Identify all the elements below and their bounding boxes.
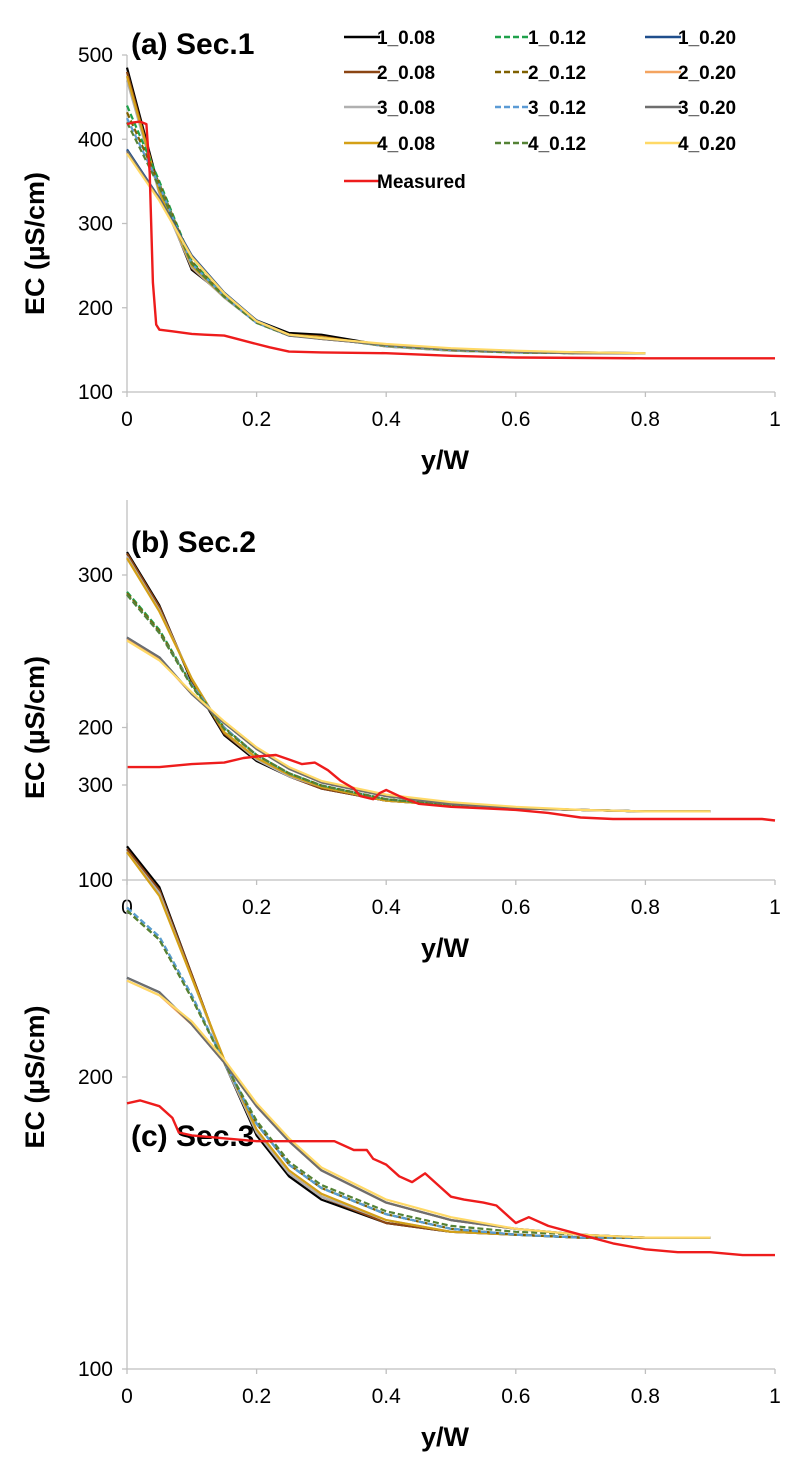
y-tick-label: 300 — [78, 774, 113, 797]
x-tick-label: 0.2 — [242, 896, 271, 919]
x-axis-title: y/W — [421, 1422, 470, 1452]
x-tick-label: 1 — [769, 1385, 781, 1408]
series-line-4-0-12 — [126, 121, 646, 355]
legend-label: 2_0.12 — [528, 63, 586, 84]
legend-label: Measured — [377, 172, 466, 193]
panel-title: (b) Sec.2 — [131, 526, 256, 559]
legend-item: 4_0.08 — [344, 134, 435, 155]
series-line-1-0-20 — [126, 636, 711, 813]
series-line-4-0-20 — [126, 979, 711, 1239]
legend-label: 1_0.12 — [528, 28, 586, 49]
y-axis-title: EC (µS/cm) — [20, 656, 50, 799]
series-line-2-0-08 — [126, 553, 711, 813]
series-line-2-0-12 — [126, 592, 711, 813]
x-tick-label: 0.2 — [242, 408, 271, 431]
series-line-Measured — [126, 1099, 775, 1257]
legend-label: 4_0.20 — [678, 134, 736, 155]
y-tick-label: 200 — [78, 1066, 113, 1089]
legend-item: 1_0.20 — [645, 28, 736, 49]
series-line-4-0-08 — [126, 557, 711, 813]
x-tick-label: 1 — [769, 896, 781, 919]
x-tick-label: 0.6 — [501, 1385, 530, 1408]
series-line-Measured — [126, 120, 775, 360]
legend-label: 1_0.20 — [678, 28, 736, 49]
y-tick-label: 100 — [78, 1358, 113, 1381]
series-line-3-0-20 — [126, 976, 711, 1239]
legend-label: 1_0.08 — [377, 28, 435, 49]
legend-item: 1_0.12 — [495, 28, 586, 49]
x-tick-label: 0.8 — [631, 896, 660, 919]
y-tick-label: 100 — [78, 381, 113, 404]
legend-label: 3_0.08 — [377, 98, 435, 119]
y-tick-label: 300 — [78, 564, 113, 587]
legend-item: 1_0.08 — [344, 28, 435, 49]
series-line-2-0-20 — [126, 638, 711, 813]
series-line-1-0-12 — [126, 591, 711, 813]
series-line-3-0-12 — [126, 594, 711, 813]
y-tick-label: 200 — [78, 297, 113, 320]
x-tick-label: 0 — [121, 1385, 133, 1408]
legend-item: 3_0.12 — [495, 98, 586, 119]
legend-item: 3_0.08 — [344, 98, 435, 119]
x-tick-label: 0.6 — [501, 408, 530, 431]
legend-label: 2_0.08 — [377, 63, 435, 84]
series-line-3-0-20 — [126, 636, 711, 813]
legend-item: 3_0.20 — [645, 98, 736, 119]
legend-label: 4_0.08 — [377, 134, 435, 155]
series-line-Measured — [127, 753, 776, 822]
series-line-3-0-08 — [125, 79, 646, 355]
series-line-1-0-12 — [126, 906, 711, 1239]
y-tick-label: 500 — [78, 44, 113, 67]
legend-item: 4_0.20 — [645, 134, 736, 155]
legend-item: 2_0.20 — [645, 63, 736, 84]
legend-item: Measured — [344, 172, 466, 193]
legend-label: 2_0.20 — [678, 63, 736, 84]
x-axis-title: y/W — [421, 445, 470, 475]
series-line-4-0-12 — [126, 909, 711, 1239]
chart-panel-a: 100 200 300 400 500 0 0.2 0.4 0.6 0.8 1 y/W EC (µS/c… — [20, 28, 781, 475]
series-line-2-0-20 — [126, 979, 711, 1239]
x-tick-label: 0.2 — [242, 1385, 271, 1408]
y-tick-label: 100 — [78, 869, 113, 892]
chart-legend: 1_0.08 1_0.12 1_0.20 2_0.08 2_0.12 2_0.20 3_0.… — [344, 28, 736, 193]
x-tick-label: 0 — [121, 408, 133, 431]
series-line-1-0-20 — [126, 976, 711, 1239]
x-tick-label: 0.8 — [631, 1385, 660, 1408]
series-line-4-0-20 — [126, 152, 646, 355]
x-axis-title: y/W — [421, 933, 470, 963]
x-tick-label: 0.6 — [501, 896, 530, 919]
series-line-4-0-12 — [126, 594, 711, 813]
legend-item: 2_0.12 — [495, 63, 586, 84]
x-tick-label: 0.4 — [372, 1385, 402, 1408]
legend-item: 2_0.08 — [344, 63, 435, 84]
series-line-1-0-08 — [126, 551, 711, 813]
series-line-3-0-08 — [126, 556, 711, 813]
x-tick-label: 0.8 — [631, 408, 660, 431]
y-axis-title: EC (µS/cm) — [20, 172, 50, 315]
legend-label: 3_0.12 — [528, 98, 586, 119]
legend-label: 3_0.20 — [678, 98, 736, 119]
y-tick-label: 200 — [78, 717, 113, 740]
x-tick-label: 1 — [769, 408, 781, 431]
panel-title: (a) Sec.1 — [131, 28, 254, 61]
y-axis-title: EC (µS/cm) — [20, 1005, 50, 1148]
y-tick-label: 400 — [78, 128, 113, 151]
y-tick-label: 300 — [78, 213, 113, 236]
legend-item: 4_0.12 — [495, 134, 586, 155]
x-tick-label: 0.4 — [372, 896, 402, 919]
series-line-2-0-12 — [126, 909, 711, 1239]
x-tick-label: 0.4 — [372, 408, 402, 431]
legend-label: 4_0.12 — [528, 134, 586, 155]
series-line-4-0-20 — [126, 639, 711, 813]
series-line-3-0-12 — [126, 906, 711, 1239]
